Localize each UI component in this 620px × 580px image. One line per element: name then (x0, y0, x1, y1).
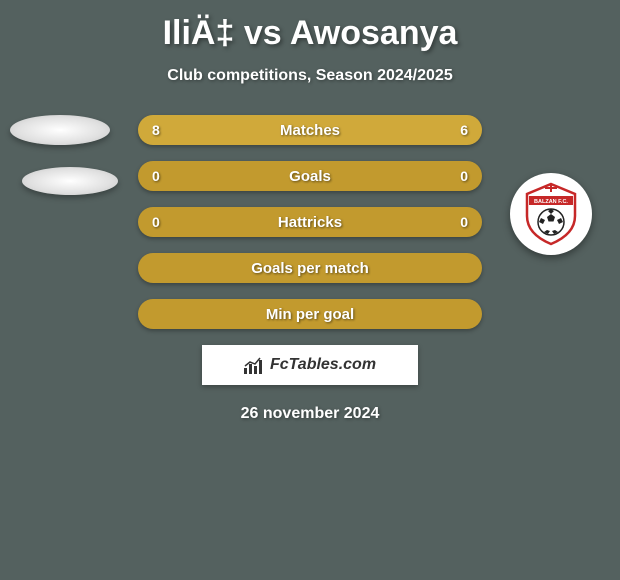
comparison-content: BALZAN F.C. 8 Matches 6 0 Goals 0 0 Hattricks 0 G… (0, 115, 620, 423)
stat-left-value: 0 (152, 214, 160, 230)
stat-label: Goals per match (251, 260, 369, 277)
brand-label: FcTables.com (244, 356, 376, 374)
stat-label: Hattricks (278, 214, 342, 231)
subtitle: Club competitions, Season 2024/2025 (0, 67, 620, 85)
stat-left-value: 0 (152, 168, 160, 184)
svg-text:BALZAN F.C.: BALZAN F.C. (534, 199, 568, 205)
stat-bar-goals: 0 Goals 0 (138, 161, 482, 191)
player-b-club-badge: BALZAN F.C. (510, 173, 592, 255)
footer-brand-box[interactable]: FcTables.com (202, 345, 418, 385)
page-title: IliÄ‡ vs Awosanya (0, 0, 620, 53)
stat-label: Matches (280, 122, 340, 139)
stat-label: Goals (289, 168, 331, 185)
date-label: 26 november 2024 (0, 405, 620, 423)
stat-bar-min-per-goal: Min per goal (138, 299, 482, 329)
chart-icon (244, 356, 266, 374)
stat-right-value: 6 (460, 122, 468, 138)
stat-bar-goals-per-match: Goals per match (138, 253, 482, 283)
stat-bar-hattricks: 0 Hattricks 0 (138, 207, 482, 237)
player-a-avatar-placeholder (10, 115, 110, 145)
stat-left-value: 8 (152, 122, 160, 138)
stat-label: Min per goal (266, 306, 354, 323)
brand-text: FcTables.com (270, 356, 376, 374)
stat-bar-matches: 8 Matches 6 (138, 115, 482, 145)
stat-right-value: 0 (460, 168, 468, 184)
stat-right-value: 0 (460, 214, 468, 230)
player-a-club-placeholder (22, 167, 118, 195)
balzan-fc-logo-icon: BALZAN F.C. (517, 180, 585, 248)
